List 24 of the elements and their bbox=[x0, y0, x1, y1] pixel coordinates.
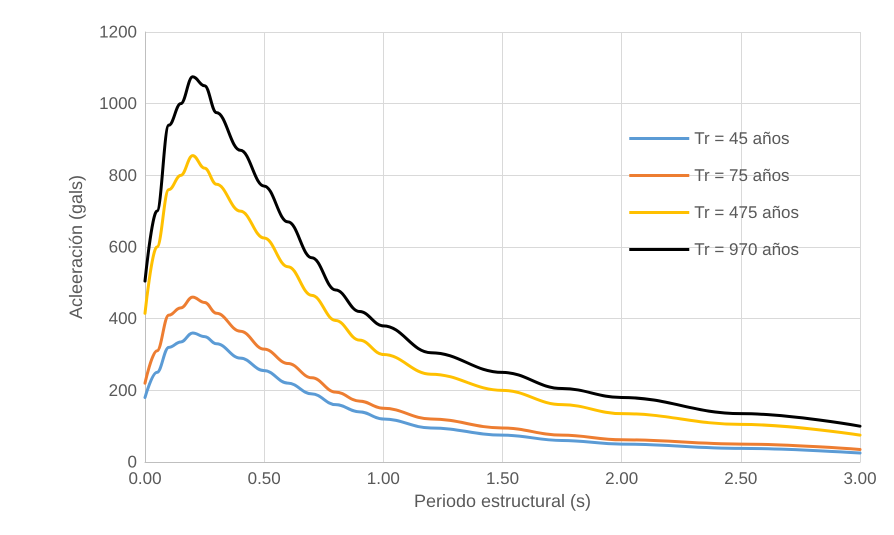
legend-label: Tr = 970 años bbox=[694, 240, 800, 259]
legend-label: Tr = 75 años bbox=[694, 166, 790, 185]
x-tick-label: 2.00 bbox=[605, 469, 638, 488]
y-tick-label: 0 bbox=[128, 452, 137, 472]
y-tick-label: 200 bbox=[108, 380, 137, 400]
line-series bbox=[144, 332, 862, 455]
y-tick-label: 400 bbox=[108, 309, 137, 328]
y-tick-label: 1200 bbox=[99, 22, 137, 42]
line-series bbox=[144, 154, 862, 437]
y-tick-label: 800 bbox=[108, 166, 137, 185]
y-tick-label: 600 bbox=[108, 238, 137, 256]
x-tick-label: 3.00 bbox=[843, 469, 877, 488]
x-tick-label: 2.50 bbox=[724, 469, 758, 488]
x-tick-label: 0.50 bbox=[248, 469, 281, 488]
x-axis-title: Periodo estructural (s) bbox=[414, 491, 592, 511]
y-tick-label: 1000 bbox=[99, 94, 137, 114]
y-axis-title: Acleeración (gals) bbox=[66, 174, 86, 320]
line-series bbox=[144, 296, 862, 451]
x-tick-label: 0.00 bbox=[128, 469, 162, 488]
legend-label: Tr = 45 años bbox=[694, 129, 790, 148]
line-series bbox=[144, 75, 862, 428]
legend-label: Tr = 475 años bbox=[694, 203, 800, 222]
x-tick-label: 1.50 bbox=[486, 469, 520, 488]
x-tick-label: 1.00 bbox=[366, 469, 400, 488]
